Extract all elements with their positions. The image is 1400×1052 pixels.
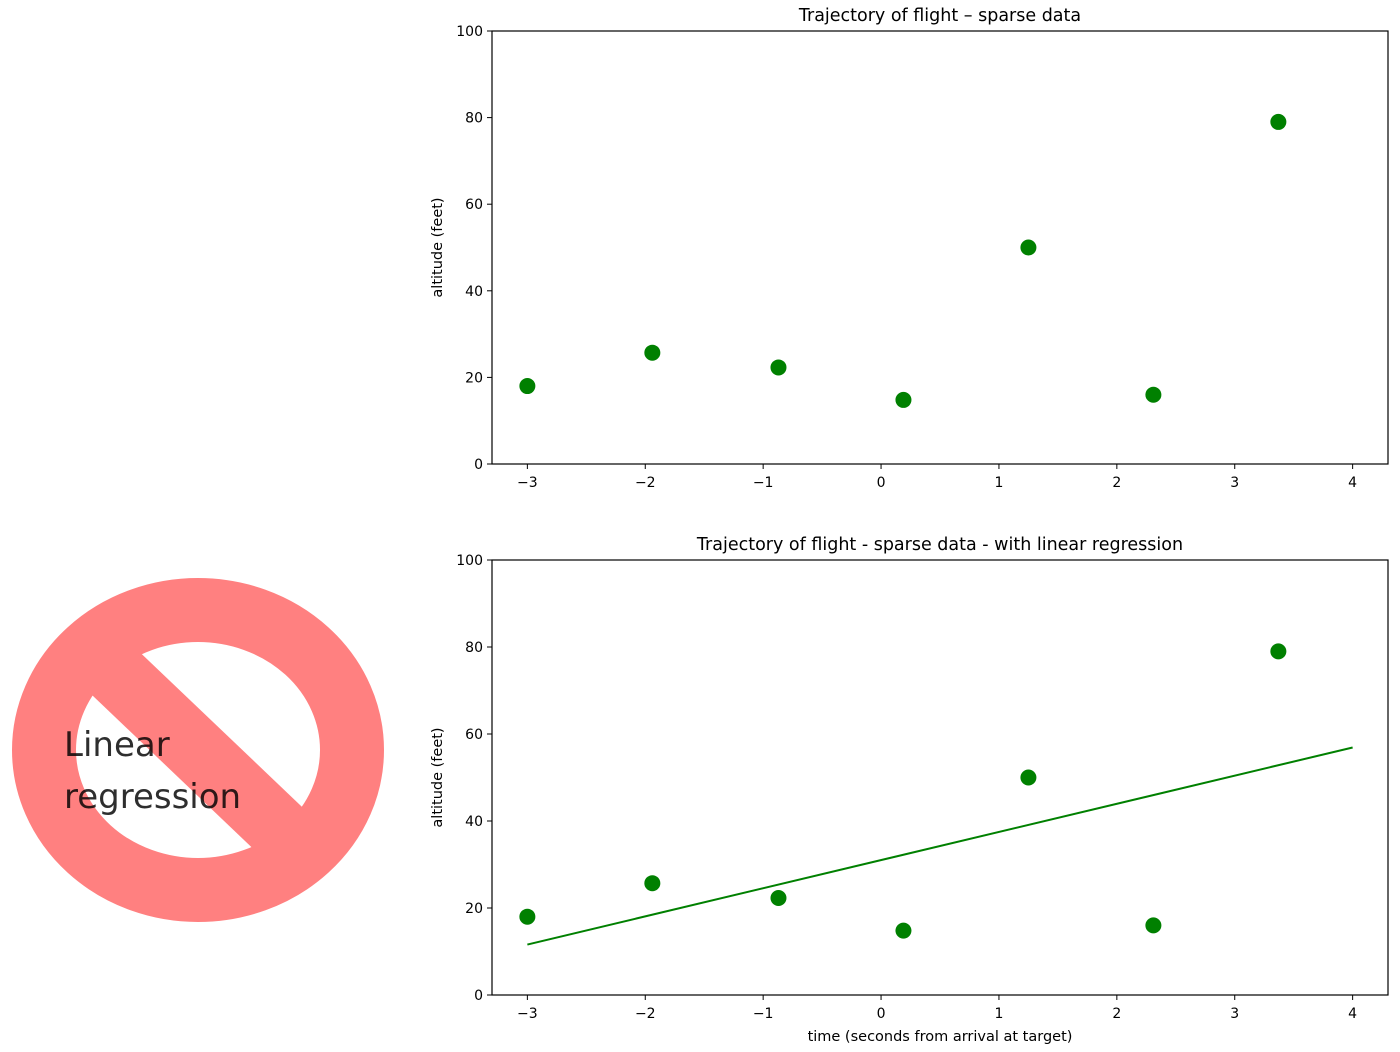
y-tick-label: 20 (465, 901, 483, 917)
x-axis-label: time (seconds from arrival at target) (808, 1029, 1073, 1045)
plot-frame (491, 30, 1389, 465)
data-point (895, 922, 912, 939)
x-tick-label: 0 (877, 1006, 886, 1022)
x-tick-label: 3 (1230, 475, 1239, 491)
y-tick-label: 0 (474, 988, 483, 1004)
data-point (770, 889, 787, 906)
y-axis-label: altitude (feet) (430, 197, 446, 297)
data-point (644, 875, 661, 892)
sign-ring-icon (12, 578, 384, 922)
plot-frame (491, 559, 1389, 996)
x-tick-label: 2 (1112, 475, 1121, 491)
y-tick-label: 60 (465, 727, 483, 743)
data-point (519, 378, 536, 395)
data-point (519, 908, 536, 925)
y-tick-label: 40 (465, 284, 483, 300)
x-tick-label: −3 (517, 475, 538, 491)
chart-title: Trajectory of flight - sparse data - wit… (696, 535, 1183, 555)
x-tick-label: 4 (1348, 475, 1357, 491)
chart-sparse-data: Trajectory of flight – sparse data altit… (430, 6, 1389, 491)
sign-text-line1: Linear (64, 725, 170, 765)
x-tick-label: −2 (635, 1006, 656, 1022)
sign-text-line2: regression (64, 777, 241, 817)
y-tick-label: 80 (465, 111, 483, 127)
x-tick-label: 4 (1348, 1006, 1357, 1022)
plot-marks (519, 643, 1353, 946)
y-tick-label: 60 (465, 197, 483, 213)
x-tick-label: −3 (517, 1006, 538, 1022)
x-tick-label: 1 (994, 475, 1003, 491)
data-point (1020, 769, 1037, 786)
data-point (770, 359, 787, 376)
sign-slash-icon (87, 644, 305, 856)
data-point (1020, 239, 1037, 256)
y-tick-label: 100 (456, 24, 483, 40)
x-tick-label: 0 (877, 475, 886, 491)
data-point (1270, 113, 1287, 130)
y-axis-label: altitude (feet) (430, 727, 446, 827)
y-tick-label: 80 (465, 640, 483, 656)
data-point (1145, 917, 1162, 934)
data-point (1145, 386, 1162, 403)
chart-sparse-data-regression: Trajectory of flight - sparse data - wit… (430, 535, 1389, 1045)
y-tick-label: 100 (456, 553, 483, 569)
data-point (644, 344, 661, 361)
y-tick-label: 0 (474, 457, 483, 473)
x-tick-label: 1 (994, 1006, 1003, 1022)
data-point (895, 391, 912, 408)
data-point (1270, 643, 1287, 660)
x-tick-label: −1 (753, 475, 774, 491)
plot-marks (519, 113, 1287, 408)
regression-line (527, 746, 1353, 946)
x-tick-label: 3 (1230, 1006, 1239, 1022)
chart-title: Trajectory of flight – sparse data (798, 6, 1081, 26)
x-tick-label: −2 (635, 475, 656, 491)
x-tick-label: −1 (753, 1006, 774, 1022)
no-linear-regression-sign: Linear regression (12, 578, 384, 922)
y-tick-label: 40 (465, 814, 483, 830)
x-tick-label: 2 (1112, 1006, 1121, 1022)
y-tick-label: 20 (465, 370, 483, 386)
